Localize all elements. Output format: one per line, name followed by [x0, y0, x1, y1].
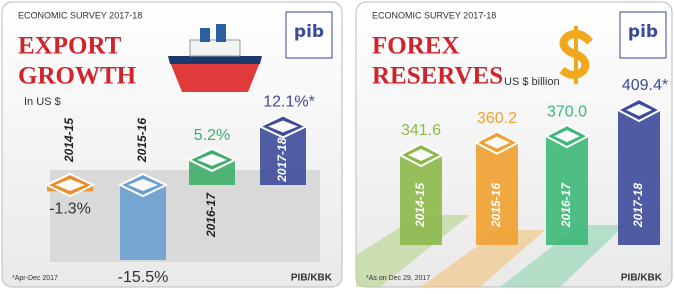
- header: ECONOMIC SURVEY 2017-18: [18, 10, 142, 20]
- category-label: 2016-17: [559, 182, 573, 228]
- footnote: *As on Dec 29, 2017: [366, 275, 430, 282]
- value-label: 5.2%: [194, 127, 230, 144]
- infographic: ECONOMIC SURVEY 2017-18 EXPORT GROWTH In US…: [0, 0, 674, 289]
- chart-title: FOREX: [372, 33, 460, 60]
- value-label: -1.3%: [49, 201, 91, 218]
- category-label: 2014-15: [62, 118, 76, 163]
- logo: pib: [628, 22, 658, 42]
- logo: pib: [294, 22, 324, 42]
- subtitle: US $ billion: [504, 76, 560, 88]
- category-label: 2014-15: [413, 183, 427, 228]
- source: PIB/KBK: [291, 273, 333, 284]
- header: ECONOMIC SURVEY 2017-18: [372, 10, 496, 20]
- chart-title: EXPORT: [18, 33, 122, 60]
- value-label: 12.1%*: [263, 94, 315, 111]
- source: PIB/KBK: [621, 273, 663, 284]
- value-label: 360.2: [477, 110, 517, 127]
- chart-title: RESERVES: [372, 63, 503, 90]
- chart-title: GROWTH: [18, 63, 137, 90]
- category-label: 2015-16: [489, 183, 503, 228]
- value-label: -15.5%: [118, 269, 169, 286]
- value-label: 409.4*: [622, 77, 668, 94]
- value-label: 370.0: [547, 103, 587, 120]
- category-label: 2016-17: [204, 192, 218, 238]
- category-label: 2017-18: [275, 137, 289, 182]
- value-label: 341.6: [401, 122, 441, 139]
- category-label: 2017-18: [631, 183, 645, 228]
- footnote: *Apr-Dec 2017: [12, 275, 58, 282]
- subtitle: In US $: [24, 96, 61, 108]
- category-label: 2015-16: [135, 118, 149, 163]
